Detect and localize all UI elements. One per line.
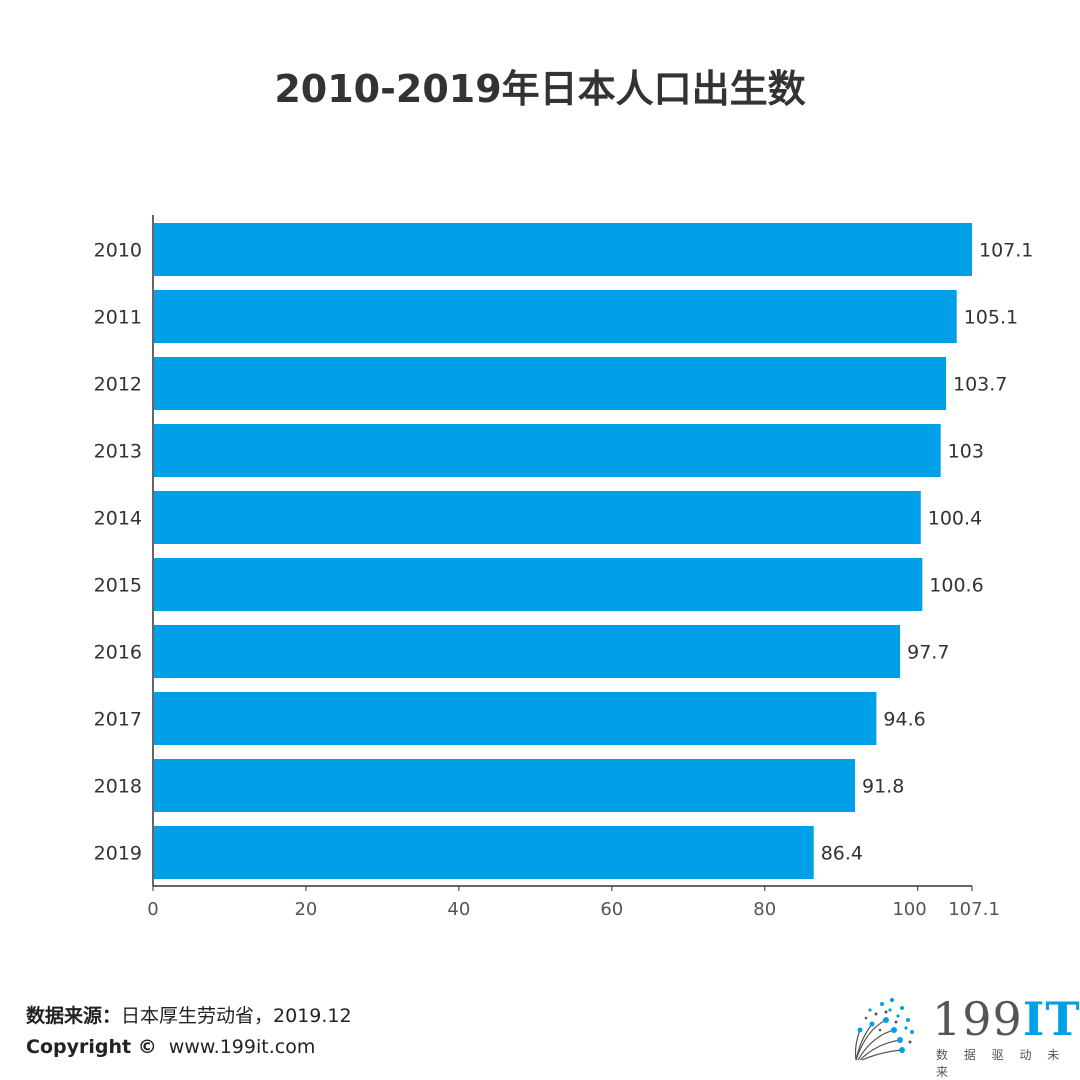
category-label-2017: 2017 <box>94 709 142 731</box>
value-label-2018: 91.8 <box>862 776 904 798</box>
dotted-flower-icon <box>854 998 914 1061</box>
logo-wordmark: 199IT <box>932 992 1080 1046</box>
bar-2017 <box>154 692 877 745</box>
category-label-2018: 2018 <box>94 776 142 798</box>
value-label-2019: 86.4 <box>821 843 863 865</box>
bar-2012 <box>154 357 946 410</box>
category-label-2013: 2013 <box>94 441 142 463</box>
category-label-2010: 2010 <box>94 240 142 262</box>
bar-2014 <box>154 491 921 544</box>
logo-suffix: IT <box>1022 992 1080 1046</box>
x-tick-label-60: 60 <box>600 899 623 920</box>
category-label-2019: 2019 <box>94 843 142 865</box>
bar-2016 <box>154 625 901 678</box>
bar-2018 <box>154 759 855 812</box>
category-label-2011: 2011 <box>94 307 142 329</box>
bar-2011 <box>154 290 957 343</box>
x-tick-label-0: 0 <box>147 899 158 920</box>
x-tick-label-100: 100 <box>892 899 926 920</box>
value-label-2013: 103 <box>948 441 984 463</box>
value-label-2015: 100.6 <box>929 575 983 597</box>
category-label-2012: 2012 <box>94 374 142 396</box>
chart-title: 2010-2019年日本人口出生数 <box>274 67 806 111</box>
brand-logo: 199IT 数 据 驱 动 未 来 <box>846 990 1080 1079</box>
data-source: 数据来源：日本厚生劳动省，2019.12 <box>26 1001 352 1028</box>
copyright-label: Copyright © <box>26 1036 157 1058</box>
bar-2010 <box>154 223 972 276</box>
x-tick-label-40: 40 <box>447 899 470 920</box>
category-label-2014: 2014 <box>94 508 142 530</box>
value-label-2014: 100.4 <box>928 508 982 530</box>
value-label-2017: 94.6 <box>883 709 925 731</box>
source-text: 日本厚生劳动省，2019.12 <box>121 1005 352 1027</box>
value-label-2010: 107.1 <box>979 240 1033 262</box>
category-label-2016: 2016 <box>94 642 142 664</box>
value-label-2016: 97.7 <box>907 642 949 664</box>
source-label: 数据来源： <box>26 1005 122 1027</box>
category-label-2015: 2015 <box>94 575 142 597</box>
logo-name: 199 <box>932 992 1023 1046</box>
value-label-2011: 105.1 <box>964 307 1018 329</box>
bar-chart: 2010 107.1 2011 105.1 2012 103.7 2013 103 2014 10… <box>94 215 1033 920</box>
bar-2019 <box>154 826 814 879</box>
logo-tagline: 数 据 驱 动 未 来 <box>936 1048 1066 1079</box>
bar-2013 <box>154 424 941 477</box>
copyright: Copyright © www.199it.com <box>26 1036 315 1058</box>
value-label-2012: 103.7 <box>953 374 1007 396</box>
copyright-url: www.199it.com <box>168 1036 316 1058</box>
x-tick-label-20: 20 <box>294 899 317 920</box>
x-tick-label-107.1: 107.1 <box>948 899 1000 920</box>
bar-2015 <box>154 558 923 611</box>
x-tick-label-80: 80 <box>753 899 776 920</box>
